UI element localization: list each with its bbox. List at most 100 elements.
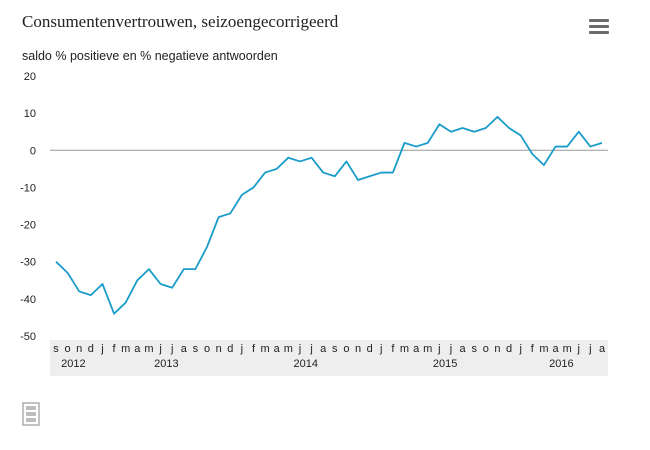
- data-point[interactable]: [158, 281, 164, 287]
- data-point[interactable]: [262, 170, 268, 176]
- data-point[interactable]: [134, 277, 140, 283]
- data-point[interactable]: [123, 300, 129, 306]
- data-point[interactable]: [76, 288, 82, 294]
- data-point[interactable]: [99, 281, 105, 287]
- x-tick-label: j: [170, 343, 173, 355]
- data-point[interactable]: [355, 177, 361, 183]
- x-tick-label: j: [518, 343, 521, 355]
- x-tick-label: j: [379, 343, 382, 355]
- y-tick-label: 20: [24, 71, 36, 83]
- data-point[interactable]: [518, 132, 524, 138]
- data-point[interactable]: [529, 151, 535, 157]
- data-point[interactable]: [564, 144, 570, 150]
- data-point[interactable]: [227, 210, 233, 216]
- x-tick-label: d: [227, 343, 233, 355]
- data-point[interactable]: [390, 170, 396, 176]
- menu-icon[interactable]: [589, 19, 609, 35]
- x-tick-label: f: [252, 343, 256, 355]
- series-line-path: [55, 115, 603, 315]
- x-tick-label: f: [391, 343, 395, 355]
- x-tick-label: m: [400, 343, 409, 355]
- x-tick-label: n: [355, 343, 361, 355]
- x-tick-label: a: [274, 343, 281, 355]
- data-point[interactable]: [553, 144, 559, 150]
- data-point[interactable]: [413, 144, 419, 150]
- x-axis-band: [50, 340, 608, 376]
- data-point[interactable]: [111, 311, 117, 317]
- x-tick-label: a: [181, 343, 188, 355]
- x-tick-label: a: [134, 343, 141, 355]
- x-year-label: 2013: [154, 358, 178, 370]
- data-point[interactable]: [448, 129, 454, 135]
- data-point[interactable]: [239, 192, 245, 198]
- x-tick-label: s: [53, 343, 59, 355]
- data-point[interactable]: [309, 155, 315, 161]
- x-tick-label: j: [309, 343, 312, 355]
- data-point[interactable]: [65, 270, 71, 276]
- data-point[interactable]: [460, 125, 466, 131]
- y-tick-label: 0: [30, 145, 36, 157]
- x-tick-label: d: [367, 343, 373, 355]
- x-year-label: 2012: [61, 358, 85, 370]
- data-point[interactable]: [250, 184, 256, 190]
- y-axis-ticks: 20 10 0 -10 -20 -30 -40 -50: [20, 71, 36, 343]
- data-point[interactable]: [587, 144, 593, 150]
- data-point[interactable]: [88, 292, 94, 298]
- x-tick-label: m: [284, 343, 293, 355]
- series-line: [53, 114, 605, 317]
- data-point[interactable]: [402, 140, 408, 146]
- data-point[interactable]: [274, 166, 280, 172]
- x-tick-label: a: [413, 343, 420, 355]
- x-tick-label: m: [144, 343, 153, 355]
- y-tick-label: -30: [20, 257, 36, 269]
- x-tick-label: j: [298, 343, 301, 355]
- data-point[interactable]: [541, 162, 547, 168]
- data-point[interactable]: [192, 266, 198, 272]
- data-point[interactable]: [169, 285, 175, 291]
- data-point[interactable]: [378, 170, 384, 176]
- data-point[interactable]: [204, 244, 210, 250]
- x-tick-label: a: [460, 343, 467, 355]
- data-point[interactable]: [181, 266, 187, 272]
- data-point[interactable]: [494, 114, 500, 120]
- cbs-logo-icon: [22, 402, 40, 426]
- x-tick-label: m: [423, 343, 432, 355]
- data-point[interactable]: [367, 173, 373, 179]
- data-point[interactable]: [436, 121, 442, 127]
- data-point[interactable]: [343, 158, 349, 164]
- x-tick-label: a: [552, 343, 559, 355]
- x-tick-label: o: [343, 343, 349, 355]
- x-axis-background: [50, 340, 608, 376]
- x-tick-label: n: [76, 343, 82, 355]
- data-point[interactable]: [576, 129, 582, 135]
- x-tick-label: a: [599, 343, 606, 355]
- x-year-label: 2014: [294, 358, 318, 370]
- data-point[interactable]: [320, 170, 326, 176]
- data-point[interactable]: [285, 155, 291, 161]
- x-tick-label: s: [332, 343, 338, 355]
- data-point[interactable]: [53, 259, 59, 265]
- x-tick-label: f: [531, 343, 535, 355]
- x-tick-label: j: [240, 343, 243, 355]
- data-point[interactable]: [332, 173, 338, 179]
- x-year-label: 2016: [549, 358, 573, 370]
- y-tick-label: -10: [20, 182, 36, 194]
- data-point[interactable]: [297, 158, 303, 164]
- x-tick-label: o: [65, 343, 71, 355]
- x-tick-label: j: [449, 343, 452, 355]
- x-tick-label: m: [121, 343, 130, 355]
- data-point[interactable]: [471, 129, 477, 135]
- data-point[interactable]: [146, 266, 152, 272]
- y-axis-label: saldo % positieve en % negatieve antwoor…: [22, 49, 278, 63]
- data-point[interactable]: [599, 140, 605, 146]
- data-point[interactable]: [483, 125, 489, 131]
- x-tick-label: j: [437, 343, 440, 355]
- x-tick-label: a: [320, 343, 327, 355]
- x-tick-label: o: [204, 343, 210, 355]
- data-point[interactable]: [425, 140, 431, 146]
- data-point[interactable]: [216, 214, 222, 220]
- x-tick-label: s: [471, 343, 477, 355]
- x-tick-label: d: [506, 343, 512, 355]
- data-point[interactable]: [506, 125, 512, 131]
- x-tick-label: m: [539, 343, 548, 355]
